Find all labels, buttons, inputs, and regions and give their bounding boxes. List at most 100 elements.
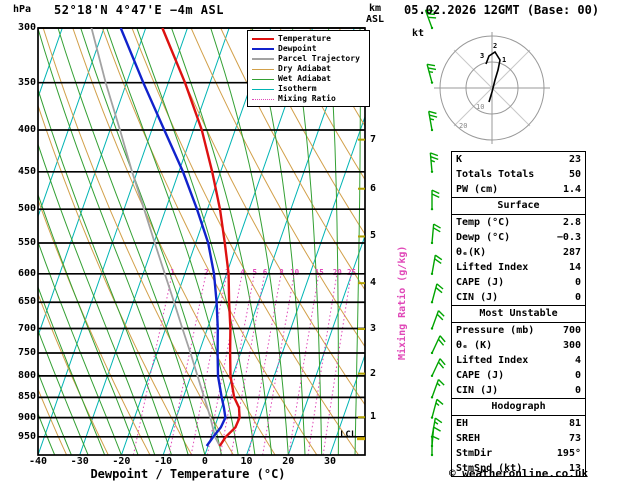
isotherm-line <box>287 234 365 455</box>
temperature-tick-0: 0 <box>201 456 208 467</box>
wind-barb-base <box>430 453 434 457</box>
wind-barb-feather <box>427 67 437 71</box>
legend-swatch <box>252 58 274 60</box>
mixing-ratio-value: 10 <box>290 268 300 277</box>
pressure-tick-800: 800 <box>17 369 36 381</box>
row-value: 50 <box>568 169 581 180</box>
mixing-ratio-line <box>322 273 352 455</box>
wind-barb-base <box>430 272 434 276</box>
wind-barb <box>431 335 441 354</box>
row-label: CAPE (J) <box>456 370 505 381</box>
legend-item-wet-adiabat: Wet Adiabat <box>252 74 366 84</box>
row-value: 13 <box>568 463 581 474</box>
legend-label: Temperature <box>278 34 331 43</box>
row-label: CAPE (J) <box>456 277 505 288</box>
row-value: 287 <box>562 247 581 258</box>
mixing-ratio-value: 15 <box>315 268 324 277</box>
pressure-tick-600: 600 <box>17 267 36 279</box>
wind-barb-base <box>430 444 434 448</box>
wind-barb-feather <box>437 361 445 369</box>
temperature-tick-10: 10 <box>240 456 253 467</box>
row-label: Lifted Index <box>456 262 529 273</box>
temperature-tick--30: -30 <box>70 456 89 467</box>
row-label: CIN (J) <box>456 385 499 396</box>
legend-swatch <box>252 78 274 80</box>
table-row: θₑ(K) 287 <box>452 245 585 260</box>
legend-swatch <box>252 88 274 90</box>
row-label: Dewp (°C) <box>456 232 511 243</box>
row-label: PW (cm) <box>456 184 499 195</box>
wind-barb-halffeather <box>428 70 434 74</box>
km-tick-label-1: 1 <box>370 411 377 423</box>
wind-barb-feather <box>432 227 441 233</box>
mixing-ratio-value: 4 <box>240 268 245 277</box>
wind-barb-feather <box>439 335 446 343</box>
wind-barb-feather <box>436 283 444 290</box>
km-tick-label-7: 7 <box>370 133 377 145</box>
pressure-tick-350: 350 <box>17 76 36 88</box>
legend-swatch <box>252 68 274 70</box>
wind-barb <box>431 399 438 418</box>
wind-barb-halffeather <box>435 402 440 407</box>
wind-barb-feather <box>438 310 445 317</box>
wind-barb-feather <box>437 338 445 346</box>
wind-barb <box>431 417 436 437</box>
wind-barb-feather <box>428 110 437 115</box>
dewpoint-line <box>119 28 227 447</box>
wind-barb-base <box>430 374 434 378</box>
row-value: 73 <box>568 433 581 444</box>
legend-item-dewpoint: Dewpoint <box>252 44 366 54</box>
dry-adiabat-line <box>279 28 365 181</box>
hodograph-ring-label: 10 <box>476 103 484 111</box>
row-label: SREH <box>456 433 481 444</box>
lcl-label: LCL <box>340 430 357 440</box>
km-tick-label-3: 3 <box>370 323 377 334</box>
plot-frame <box>37 27 366 456</box>
hodograph-ring <box>465 61 519 115</box>
isotherm-line <box>246 115 365 455</box>
mixing-ratio-value: 5 <box>253 268 258 277</box>
row-value: 300 <box>562 340 581 351</box>
wind-barb-feather <box>430 152 439 157</box>
pressure-tick-400: 400 <box>17 124 36 136</box>
wind-barb-base <box>430 351 434 355</box>
legend-label: Parcel Trajectory <box>278 54 360 63</box>
altitude-unit-km: km <box>369 3 382 14</box>
wind-barb-feather <box>430 156 439 161</box>
copyright: © weatheronline.co.uk <box>449 467 589 480</box>
temperature-tick--20: -20 <box>112 456 131 467</box>
legend-label: Isotherm <box>278 84 317 93</box>
legend: Temperature Dewpoint Parcel Trajectory Dry … <box>247 30 370 107</box>
pressure-tick-650: 650 <box>17 296 36 308</box>
wind-barb-column <box>424 9 446 457</box>
wind-barb-feather <box>434 254 443 261</box>
row-value: 700 <box>562 325 581 336</box>
hodograph-ring-label: 20 <box>459 122 467 130</box>
table-row: Lifted Index 14 <box>452 260 585 275</box>
wind-barb-base <box>430 81 434 84</box>
legend-item-parcel-trajectory: Parcel Trajectory <box>252 54 366 64</box>
wind-barb-feather <box>428 16 437 19</box>
dry-adiabat-line <box>220 28 365 291</box>
altitude-unit-asl: ASL <box>366 14 385 25</box>
wind-barb-halffeather <box>434 421 439 425</box>
isotherm-line <box>329 353 365 455</box>
table-row: CAPE (J) 0 <box>452 368 585 383</box>
row-label: θₑ(K) <box>456 247 487 258</box>
row-value: 0 <box>574 277 581 288</box>
legend-label: Mixing Ratio <box>278 94 336 103</box>
hodograph-km-label: 1 <box>502 56 506 64</box>
isotherm-line <box>38 28 105 219</box>
wind-barb-feather <box>435 287 443 294</box>
km-tick-label-6: 6 <box>370 182 377 194</box>
table-section-header-surface: Surface <box>452 197 585 215</box>
table-row: PW (cm) 1.4 <box>452 182 585 197</box>
row-label: StmDir <box>456 448 493 459</box>
row-value: 4 <box>574 355 581 366</box>
wind-barb-feather <box>438 379 445 386</box>
legend-item-mixing-ratio: Mixing Ratio <box>252 94 366 104</box>
row-label: θₑ (K) <box>456 340 493 351</box>
wind-barb <box>428 111 433 131</box>
wind-barb-feather <box>431 189 440 195</box>
table-row: θₑ (K) 300 <box>452 338 585 353</box>
